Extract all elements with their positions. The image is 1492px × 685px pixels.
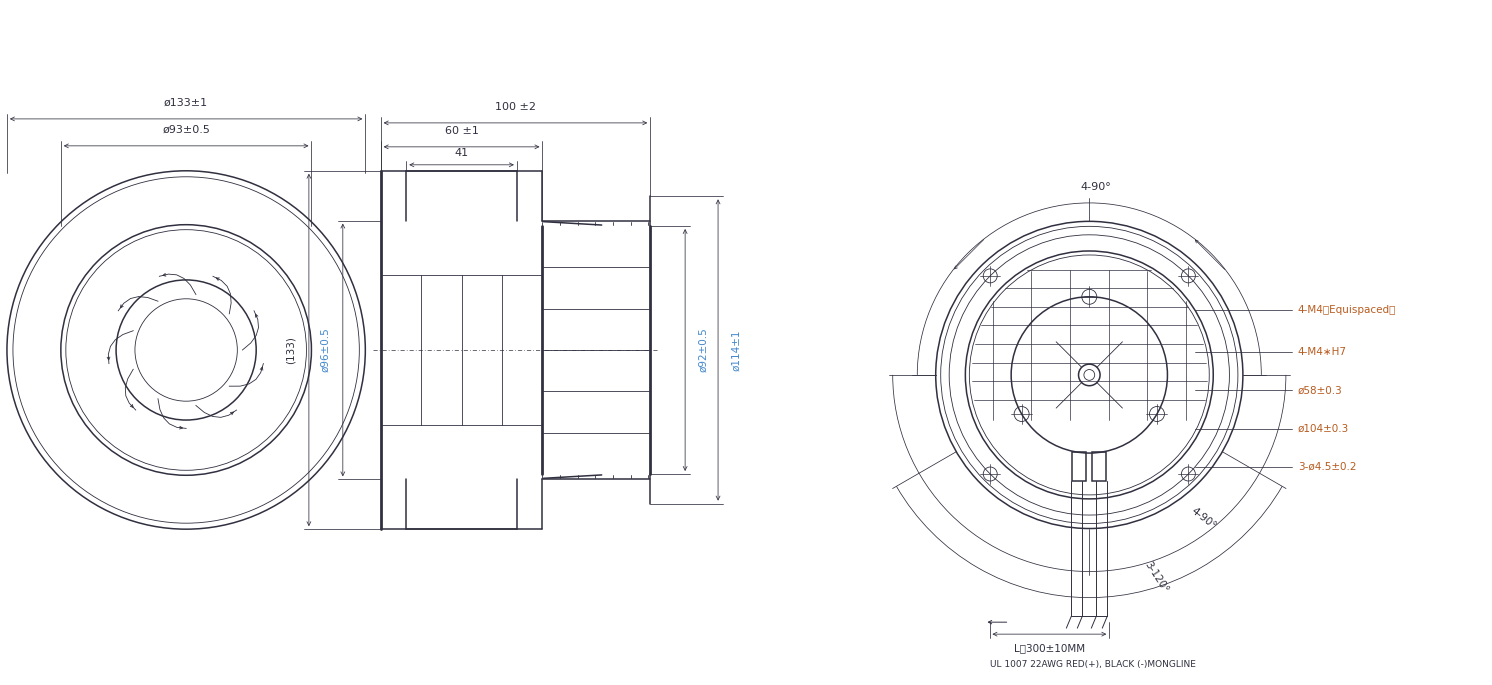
Text: 3-ø4.5±0.2: 3-ø4.5±0.2: [1298, 462, 1356, 472]
Text: ø133±1: ø133±1: [164, 98, 209, 108]
Bar: [1073, 451, 1086, 482]
Text: 3-120°: 3-120°: [1143, 560, 1170, 595]
Text: L：300±10MM: L：300±10MM: [1015, 643, 1085, 653]
Text: UL 1007 22AWG RED(+), BLACK (-)MONGLINE: UL 1007 22AWG RED(+), BLACK (-)MONGLINE: [989, 660, 1195, 669]
Text: 100 ±2: 100 ±2: [495, 102, 536, 112]
Text: ø96±0.5: ø96±0.5: [319, 327, 330, 373]
Text: 4-M4（Equispaced）: 4-M4（Equispaced）: [1298, 306, 1397, 315]
Text: ø92±0.5: ø92±0.5: [698, 327, 709, 373]
Text: ø58±0.3: ø58±0.3: [1298, 385, 1343, 395]
Text: 4-M4∗H7: 4-M4∗H7: [1298, 347, 1347, 357]
Text: (133): (133): [286, 336, 295, 364]
Bar: [1092, 451, 1106, 482]
Text: 41: 41: [455, 148, 468, 158]
Text: 60 ±1: 60 ±1: [445, 126, 479, 136]
Text: 4-90°: 4-90°: [1189, 506, 1217, 532]
Text: ø93±0.5: ø93±0.5: [163, 125, 210, 135]
Text: ø114±1: ø114±1: [731, 329, 742, 371]
Text: 4-90°: 4-90°: [1080, 182, 1112, 192]
Text: ø104±0.3: ø104±0.3: [1298, 424, 1349, 434]
